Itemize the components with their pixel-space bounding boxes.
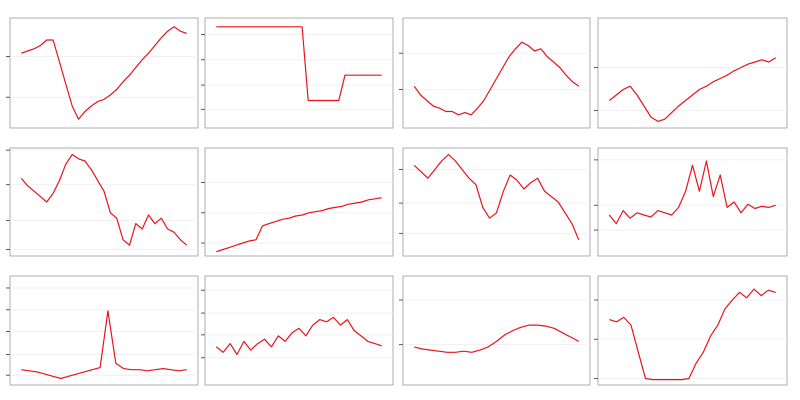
panel <box>597 17 788 129</box>
panel <box>402 17 591 129</box>
series-line <box>215 316 382 356</box>
panel <box>9 17 199 129</box>
panel <box>204 147 394 257</box>
series-line <box>609 288 776 381</box>
series-line <box>216 26 382 102</box>
series-line <box>216 197 382 253</box>
panel <box>9 147 199 257</box>
panel <box>9 275 199 386</box>
series-line <box>413 41 580 116</box>
panel <box>597 275 788 386</box>
series-line <box>21 26 187 120</box>
panel <box>204 275 394 386</box>
series-line <box>608 160 776 225</box>
series-line <box>608 57 777 122</box>
series-line <box>21 310 187 380</box>
series-line <box>414 324 580 353</box>
panel <box>402 275 591 386</box>
panel <box>402 147 591 257</box>
panel <box>597 147 788 257</box>
series-line <box>413 153 580 241</box>
series-line <box>20 153 188 246</box>
